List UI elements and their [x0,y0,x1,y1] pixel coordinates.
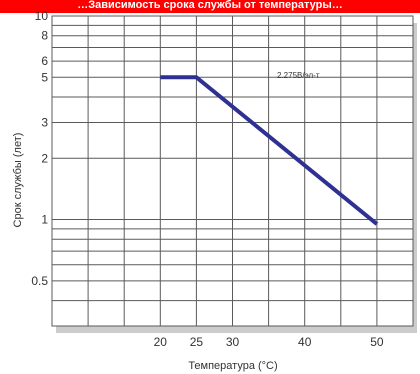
annotation-voltage: 2.275В/эл-т [277,71,320,80]
x-tick-label: 30 [226,335,240,349]
x-tick-label: 50 [370,335,384,349]
y-gridlines [52,15,413,327]
y-tick-label: 0.5 [31,274,48,288]
y-axis-title: Срок службы (лет) [12,133,24,228]
y-tick-label: 1 [41,213,48,227]
x-tick-label: 25 [190,335,204,349]
x-gridlines [87,16,378,326]
y-tick-label: 2 [41,151,48,165]
y-tick-labels: 0.5 1 2 3 5 6 8 10 [31,9,48,288]
x-tick-label: 20 [154,335,168,349]
y-tick-label: 6 [41,54,48,68]
x-tick-labels: 20 25 30 40 50 [154,335,384,349]
header-banner: …Зависимость срока службы от температуры… [0,0,420,13]
series-line [160,75,379,226]
y-tick-label: 8 [41,29,48,43]
series-layer [160,75,379,226]
y-tick-label: 3 [41,115,48,129]
y-tick-label: 5 [41,70,48,84]
x-tick-label: 40 [298,335,312,349]
y-tick-label: 10 [35,9,49,23]
x-axis-title: Температура (°C) [188,360,277,372]
